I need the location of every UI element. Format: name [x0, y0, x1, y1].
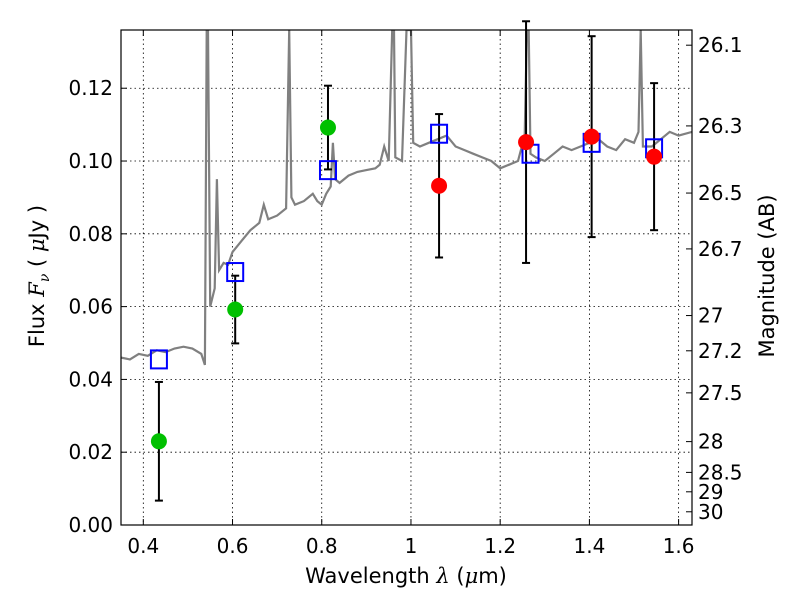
x-tick-label: 1.2 — [484, 534, 516, 558]
observed-circle-marker — [150, 433, 167, 450]
magnitude-tick-label: 27 — [698, 304, 723, 328]
model-square-marker — [226, 262, 245, 283]
photometry-points — [149, 20, 664, 502]
y-axis-title: Flux Fν ( μJy ) — [25, 205, 53, 347]
y-tick-label: 0.04 — [68, 367, 113, 391]
y-tick-label: 0.10 — [68, 149, 113, 173]
magnitude-tick-label: 27.2 — [698, 339, 743, 363]
observed-circle-marker — [227, 301, 244, 318]
magnitude-tick-label: 28.5 — [698, 460, 743, 484]
y-tick-label: 0.06 — [68, 295, 113, 319]
x-tick-label: 0.4 — [127, 534, 159, 558]
magnitude-tick-label: 27.5 — [698, 381, 743, 405]
magnitude-tick-label: 28 — [698, 430, 723, 454]
magnitude-tick-label: 30 — [698, 500, 723, 524]
model-square-marker — [149, 349, 168, 370]
y-tick-label: 0.08 — [68, 222, 113, 246]
model-spectrum — [121, 30, 692, 366]
y-tick-label: 0.00 — [68, 513, 113, 537]
magnitude-tick-label: 26.5 — [698, 181, 743, 205]
observed-circle-marker — [431, 177, 448, 194]
x-axis-title: Wavelength λ (μm) — [305, 564, 507, 588]
y-tick-label: 0.12 — [68, 76, 113, 100]
magnitude-tick-label: 26.7 — [698, 237, 743, 261]
observed-circle-marker — [518, 134, 535, 151]
x-tick-label: 0.8 — [306, 534, 338, 558]
spectrum-line — [121, 30, 692, 366]
model-square-marker — [318, 160, 337, 181]
observed-circle-marker — [583, 128, 600, 145]
x-tick-label: 0.6 — [217, 534, 249, 558]
magnitude-tick-label: 26.3 — [698, 114, 743, 138]
y-tick-label: 0.02 — [68, 440, 113, 464]
x-tick-label: 1.6 — [663, 534, 695, 558]
observed-circle-marker — [319, 119, 336, 136]
axis-ticks: 0.4 0.6 0.8 1 1.2 1.4 1.6 0.00 0.02 0.04 0.06 0.08 0… — [68, 30, 743, 558]
magnitude-tick-label: 26.1 — [698, 33, 743, 57]
x-tick-label: 1 — [405, 534, 418, 558]
observed-circle-marker — [646, 148, 663, 165]
magnitude-tick-label: 29 — [698, 480, 723, 504]
model-square-marker — [430, 123, 449, 144]
x-tick-label: 1.4 — [573, 534, 605, 558]
plot-frame — [120, 29, 693, 526]
y2-axis-title: Magnitude (AB) — [755, 194, 779, 357]
